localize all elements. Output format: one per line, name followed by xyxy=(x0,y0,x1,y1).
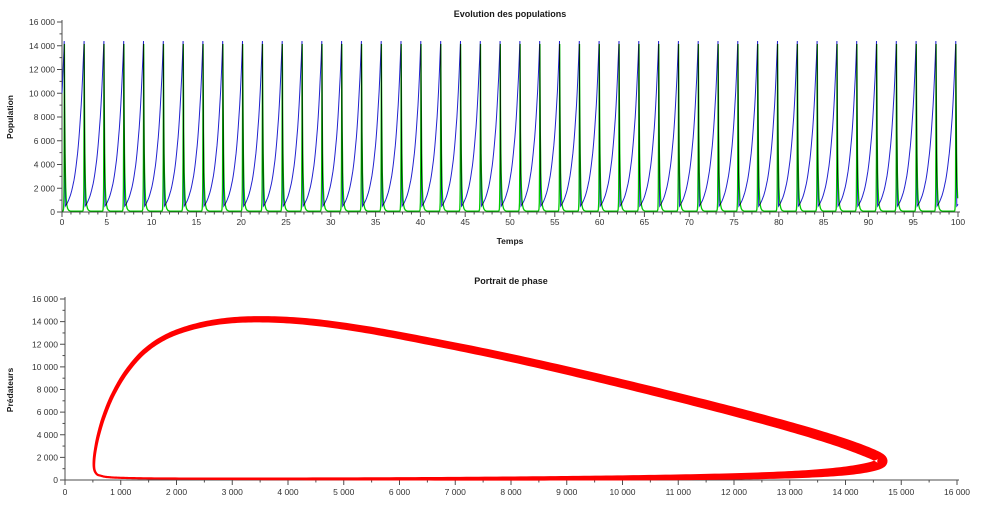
x-tick-label: 65 xyxy=(640,217,650,227)
x-tick-label: 5 000 xyxy=(333,487,355,497)
x-tick-label: 16 000 xyxy=(944,487,970,497)
x-tick-label: 4 000 xyxy=(277,487,299,497)
y-tick-label: 16 000 xyxy=(32,294,58,304)
x-tick-label: 75 xyxy=(729,217,739,227)
predator-series-line xyxy=(61,43,959,212)
x-tick-label: 1 000 xyxy=(110,487,132,497)
phase-chart-axes: 0 1 000 2 000 3 000 4 000 5 000 6 000 7 000 8 00… xyxy=(32,294,970,497)
x-tick-label: 0 xyxy=(63,487,68,497)
x-tick-label: 60 xyxy=(595,217,605,227)
x-tick-label: 20 xyxy=(236,217,246,227)
population-x-axis-label: Temps xyxy=(497,236,524,246)
population-chart-axes: 0 5 10 15 20 25 30 35 40 45 50 55 60 65 70 75 80 85 90 95 10… xyxy=(29,17,965,227)
phase-chart-title: Portrait de phase xyxy=(474,276,548,286)
phase-y-axis-label: Prédateurs xyxy=(5,368,15,413)
x-tick-label: 10 000 xyxy=(610,487,636,497)
prey-series-line xyxy=(61,40,959,208)
y-tick-label: 4 000 xyxy=(34,160,56,170)
x-tick-label: 15 000 xyxy=(888,487,914,497)
phase-chart: Portrait de phase Prédateurs 0 1 000 2 000… xyxy=(5,276,970,497)
y-tick-label: 2 000 xyxy=(34,183,56,193)
x-tick-label: 13 000 xyxy=(777,487,803,497)
x-tick-label: 10 xyxy=(147,217,157,227)
y-tick-label: 8 000 xyxy=(34,112,56,122)
y-tick-label: 6 000 xyxy=(34,136,56,146)
x-tick-label: 8 000 xyxy=(500,487,522,497)
x-tick-label: 15 xyxy=(192,217,202,227)
phase-cycle-band xyxy=(92,316,888,481)
phase-chart-series xyxy=(92,316,888,481)
x-tick-label: 85 xyxy=(819,217,829,227)
population-chart: Evolution des populations Population Tem… xyxy=(5,9,965,246)
x-tick-label: 9 000 xyxy=(556,487,578,497)
x-tick-label: 25 xyxy=(281,217,291,227)
population-y-axis-label: Population xyxy=(5,95,15,139)
x-tick-label: 7 000 xyxy=(445,487,467,497)
y-tick-label: 12 000 xyxy=(29,65,55,75)
y-tick-label: 14 000 xyxy=(32,317,58,327)
x-tick-label: 70 xyxy=(684,217,694,227)
x-tick-label: 90 xyxy=(864,217,874,227)
x-tick-label: 14 000 xyxy=(833,487,859,497)
population-chart-title: Evolution des populations xyxy=(454,9,567,19)
x-tick-label: 5 xyxy=(104,217,109,227)
y-tick-label: 10 000 xyxy=(29,88,55,98)
x-tick-label: 2 000 xyxy=(166,487,188,497)
x-tick-label: 40 xyxy=(416,217,426,227)
y-tick-label: 8 000 xyxy=(37,385,59,395)
y-tick-label: 12 000 xyxy=(32,339,58,349)
x-tick-label: 6 000 xyxy=(389,487,411,497)
y-tick-label: 2 000 xyxy=(37,452,59,462)
x-tick-label: 0 xyxy=(60,217,65,227)
x-tick-label: 55 xyxy=(550,217,560,227)
x-tick-label: 30 xyxy=(326,217,336,227)
x-tick-label: 3 000 xyxy=(222,487,244,497)
x-tick-label: 35 xyxy=(371,217,381,227)
x-tick-label: 100 xyxy=(951,217,965,227)
y-tick-label: 14 000 xyxy=(29,41,55,51)
y-tick-label: 10 000 xyxy=(32,362,58,372)
y-tick-label: 4 000 xyxy=(37,430,59,440)
x-tick-label: 45 xyxy=(460,217,470,227)
y-tick-label: 0 xyxy=(53,475,58,485)
x-tick-label: 12 000 xyxy=(721,487,747,497)
x-tick-label: 50 xyxy=(505,217,515,227)
y-tick-label: 0 xyxy=(50,207,55,217)
y-tick-label: 6 000 xyxy=(37,407,59,417)
y-tick-label: 16 000 xyxy=(29,17,55,27)
population-chart-series xyxy=(61,40,959,212)
x-tick-label: 80 xyxy=(774,217,784,227)
x-tick-label: 95 xyxy=(908,217,918,227)
x-tick-label: 11 000 xyxy=(666,487,692,497)
